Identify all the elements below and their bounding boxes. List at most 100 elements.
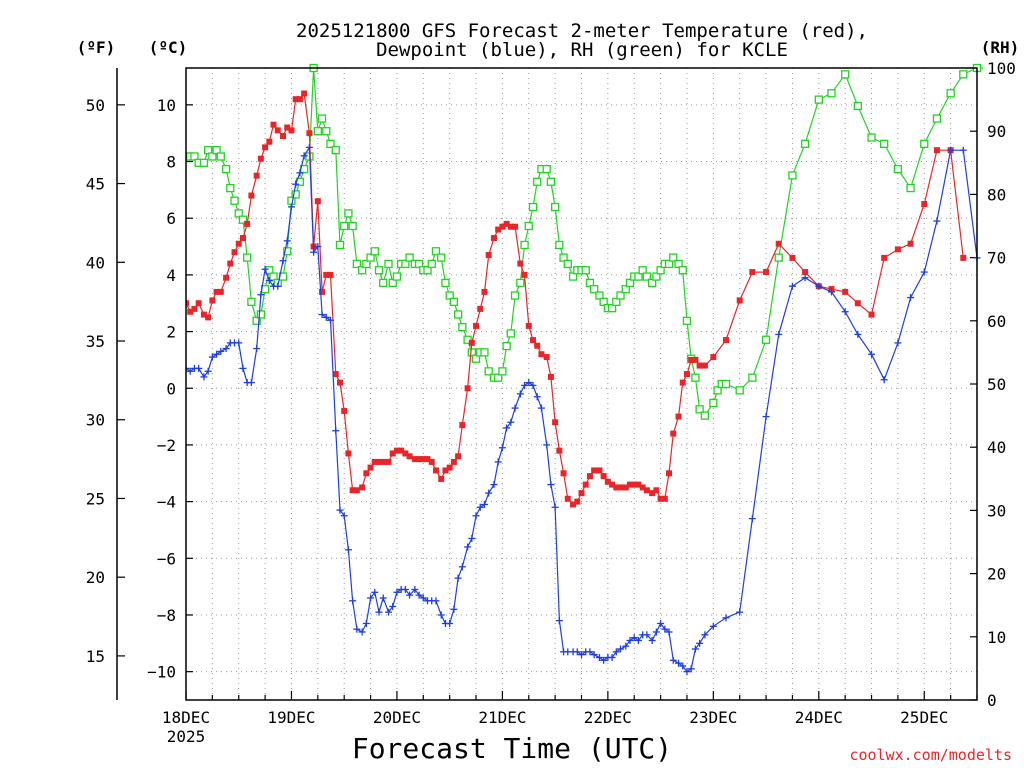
chart-title: 2025121800 GFS Forecast 2-meter Temperat… (296, 20, 868, 61)
temperature-point (490, 235, 497, 242)
dewpoint-point (340, 512, 348, 520)
dewpoint-point (336, 506, 344, 514)
rh-point (357, 266, 367, 275)
chart-title-line-1: 2025121800 GFS Forecast 2-meter Temperat… (296, 20, 868, 42)
temperature-point (380, 458, 387, 465)
temperature-point (424, 456, 431, 463)
x-tick-label: 20DEC (373, 708, 421, 727)
rh-point (212, 146, 221, 155)
rh-point (880, 139, 889, 148)
temperature-point (186, 300, 189, 307)
rh-point (906, 183, 915, 193)
dewpoint-point (933, 217, 941, 225)
rh-point (256, 310, 266, 319)
dewpoint-point (401, 585, 409, 593)
rh-point (761, 335, 771, 344)
rh-point (524, 221, 533, 231)
temperature-point (416, 456, 423, 463)
rh-point (423, 266, 432, 275)
temperature-point (696, 362, 703, 369)
temperature-point (613, 484, 620, 491)
dewpoint-line (186, 145, 978, 673)
temperature-point (701, 362, 708, 369)
rh-point (642, 272, 652, 281)
rh-tick-label: 50 (987, 375, 1006, 394)
rh-point (370, 247, 379, 256)
dewpoint-point (371, 588, 379, 596)
rh-point (595, 291, 604, 300)
dewpoint-point (472, 512, 480, 520)
axes: 1520253035404550−10−8−6−4−20246810010203… (86, 59, 1016, 746)
rh-point (669, 253, 678, 262)
rh-point (590, 285, 599, 294)
temperature-point (552, 419, 559, 426)
rh-point (379, 278, 388, 288)
rh-point (374, 266, 384, 275)
temperature-point (675, 413, 682, 420)
temperature-point (296, 96, 303, 103)
dewpoint-point (406, 591, 414, 599)
fahrenheit-tick-label: 50 (86, 96, 105, 115)
temperature-point (627, 481, 634, 488)
temperature-point (292, 96, 299, 103)
fahrenheit-tick-label: 20 (86, 568, 105, 587)
dewpoint-point (432, 597, 440, 605)
dewpoint-point (691, 645, 699, 653)
rh-point (243, 253, 252, 262)
rh-tick-label: 60 (987, 312, 1006, 331)
rh-point (480, 348, 489, 357)
celsius-tick-label: 6 (166, 209, 176, 228)
rh-tick-label: 20 (987, 565, 1006, 584)
credit-link[interactable]: coolwx.com/modelts (849, 746, 1012, 764)
dewpoint-point (314, 243, 322, 251)
dewpoint-point (379, 594, 387, 602)
dewpoint-point (257, 291, 265, 299)
dewpoint-point (555, 617, 563, 625)
temperature-point (349, 487, 356, 494)
temperature-point (411, 456, 418, 463)
temperature-point (525, 322, 532, 329)
temperature-point (499, 223, 506, 230)
dewpoint-point (612, 648, 620, 656)
temperature-point (376, 458, 383, 465)
dewpoint-point (494, 458, 502, 466)
rh-point (648, 278, 657, 288)
rh-point (313, 127, 322, 136)
dewpoint-point (551, 503, 559, 511)
rh-point (634, 272, 643, 281)
temperature-point (314, 198, 321, 205)
rh-point (348, 221, 357, 231)
rh-point (959, 70, 968, 79)
rh-point (599, 297, 608, 306)
dewpoint-point (292, 180, 300, 188)
dewpoint-point (590, 651, 598, 659)
temperature-point (622, 484, 629, 491)
rh-point (344, 209, 353, 218)
rh-point (853, 101, 862, 111)
rh-point (453, 310, 463, 319)
dewpoint-point (318, 311, 326, 319)
temperature-point (688, 356, 695, 363)
temperature-point (398, 447, 405, 454)
temperature-point (393, 447, 400, 454)
temperature-point (363, 470, 370, 477)
temperature-point (195, 300, 202, 307)
rh-tick-label: 10 (987, 628, 1006, 647)
dewpoint-point (586, 648, 594, 656)
dewpoint-point (362, 619, 370, 627)
dewpoint-point (195, 364, 203, 372)
temperature-point (763, 269, 770, 276)
rh-point (528, 202, 538, 212)
temperature-point (262, 144, 269, 151)
dewpoint-point (868, 350, 876, 358)
rh-point (291, 190, 300, 199)
temperature-point (907, 240, 914, 247)
dewpoint-point (537, 404, 545, 412)
rh-point (621, 285, 630, 294)
dewpoint-point (854, 330, 862, 338)
rh-point (841, 70, 850, 79)
dewpoint-point (801, 274, 809, 282)
dewpoint-point (722, 614, 730, 622)
dewpoint-point (529, 381, 537, 389)
rh-point (774, 253, 783, 262)
